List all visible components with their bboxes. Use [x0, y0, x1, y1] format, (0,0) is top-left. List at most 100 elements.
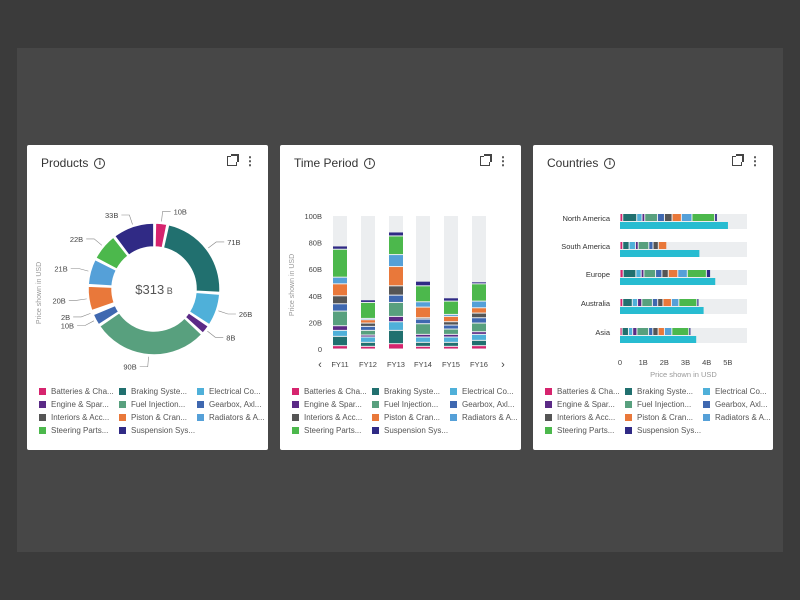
legend-swatch: [119, 427, 126, 434]
legend-label: Suspension Sys...: [637, 426, 702, 435]
donut-slice: [98, 311, 203, 356]
legend-label: Piston & Cran...: [131, 413, 188, 422]
legend-item[interactable]: Piston & Cran...: [625, 413, 703, 422]
legend-item[interactable]: Suspension Sys...: [119, 426, 197, 435]
legend-item[interactable]: Gearbox, Axl...: [450, 400, 520, 409]
legend-swatch: [39, 414, 46, 421]
legend-item[interactable]: Gearbox, Axl...: [197, 400, 267, 409]
legend-item[interactable]: Engine & Spar...: [39, 400, 119, 409]
bar-segment: [642, 299, 652, 306]
legend-item[interactable]: Electrical Co...: [197, 387, 267, 396]
legend-item[interactable]: Engine & Spar...: [545, 400, 625, 409]
legend-item[interactable]: Interiors & Acc...: [545, 413, 625, 422]
bar-segment: [416, 337, 430, 342]
bar-segment: [333, 330, 347, 336]
donut-slice: [184, 311, 210, 335]
legend-label: Gearbox, Axl...: [209, 400, 262, 409]
legend-item[interactable]: Electrical Co...: [450, 387, 520, 396]
bar-segment: [687, 270, 706, 277]
external-link-icon[interactable]: [480, 154, 492, 166]
legend-item[interactable]: Fuel Injection...: [372, 400, 450, 409]
info-icon[interactable]: i: [94, 157, 106, 169]
leader-line: [68, 298, 87, 301]
info-icon[interactable]: i: [364, 157, 376, 169]
legend-swatch: [625, 388, 632, 395]
legend-item[interactable]: Piston & Cran...: [372, 413, 450, 422]
bar-segment: [671, 299, 679, 306]
bar-segment: [472, 340, 486, 346]
bar-segment: [672, 328, 689, 335]
legend-item[interactable]: Steering Parts...: [292, 426, 372, 435]
x-axis-label: Price shown in USD: [650, 370, 717, 379]
legend-item[interactable]: Braking Syste...: [372, 387, 450, 396]
leader-line: [161, 211, 171, 222]
bar-segment: [389, 267, 403, 286]
chevron-right-icon[interactable]: ›: [501, 359, 505, 371]
donut-slice: [113, 222, 155, 257]
legend-item[interactable]: Electrical Co...: [703, 387, 773, 396]
bar-segment: [416, 281, 430, 286]
external-link-icon[interactable]: [732, 154, 744, 166]
x-tick-label: FY11: [331, 360, 348, 369]
legend-item[interactable]: Suspension Sys...: [372, 426, 450, 435]
bar-segment: [333, 296, 347, 304]
bar-segment: [637, 214, 642, 221]
legend-item[interactable]: Steering Parts...: [545, 426, 625, 435]
legend-item[interactable]: Radiators & A...: [450, 413, 520, 422]
more-vert-icon[interactable]: ⋮: [749, 154, 761, 168]
bar-segment: [663, 299, 671, 306]
legend-item[interactable]: Braking Syste...: [119, 387, 197, 396]
x-tick-label: FY15: [442, 360, 460, 369]
bar-segment: [642, 214, 645, 221]
bar-segment: [472, 334, 486, 340]
card-title: Products: [41, 156, 89, 170]
bar-segment: [389, 232, 403, 236]
legend-item[interactable]: Batteries & Cha...: [292, 387, 372, 396]
bar-segment: [444, 334, 458, 337]
legend-item[interactable]: Braking Syste...: [625, 387, 703, 396]
total-bar: [620, 307, 704, 314]
external-link-icon[interactable]: [227, 154, 239, 166]
legend-item[interactable]: Steering Parts...: [39, 426, 119, 435]
legend-label: Interiors & Acc...: [51, 413, 110, 422]
legend-item[interactable]: Fuel Injection...: [625, 400, 703, 409]
legend-item[interactable]: Gearbox, Axl...: [703, 400, 773, 409]
legend-item[interactable]: Radiators & A...: [703, 413, 773, 422]
bar-segment: [389, 302, 403, 316]
bar-segment: [444, 301, 458, 314]
bar-segment: [644, 270, 656, 277]
legend-label: Fuel Injection...: [637, 400, 692, 409]
leader-line: [73, 313, 91, 318]
legend-label: Interiors & Acc...: [304, 413, 363, 422]
legend-item[interactable]: Engine & Spar...: [292, 400, 372, 409]
legend-item[interactable]: Interiors & Acc...: [292, 413, 372, 422]
bar-segment: [636, 270, 641, 277]
bar-segment: [653, 328, 658, 335]
legend-item[interactable]: Batteries & Cha...: [39, 387, 119, 396]
legend-swatch: [372, 388, 379, 395]
bar-segment: [444, 314, 458, 316]
bar-segment: [333, 326, 347, 330]
bar-segment: [333, 336, 347, 346]
legend-swatch: [450, 414, 457, 421]
legend-item[interactable]: Radiators & A...: [197, 413, 267, 422]
x-tick-label: FY16: [470, 360, 488, 369]
bar-segment: [444, 316, 458, 322]
bar-segment: [629, 242, 635, 249]
legend-item[interactable]: Fuel Injection...: [119, 400, 197, 409]
center-total: $313 B: [135, 282, 172, 297]
legend-swatch: [625, 414, 632, 421]
donut-slice: [91, 302, 116, 315]
legend-item[interactable]: Suspension Sys...: [625, 426, 703, 435]
bar-segment: [361, 346, 375, 349]
chevron-left-icon[interactable]: ‹: [318, 359, 322, 371]
legend-item[interactable]: Piston & Cran...: [119, 413, 197, 422]
legend-item[interactable]: Batteries & Cha...: [545, 387, 625, 396]
legend-swatch: [625, 427, 632, 434]
info-icon[interactable]: i: [604, 157, 616, 169]
more-vert-icon[interactable]: ⋮: [244, 154, 256, 168]
legend-item[interactable]: Interiors & Acc...: [39, 413, 119, 422]
bar-segment: [444, 298, 458, 301]
legend-swatch: [545, 401, 552, 408]
more-vert-icon[interactable]: ⋮: [497, 154, 509, 168]
